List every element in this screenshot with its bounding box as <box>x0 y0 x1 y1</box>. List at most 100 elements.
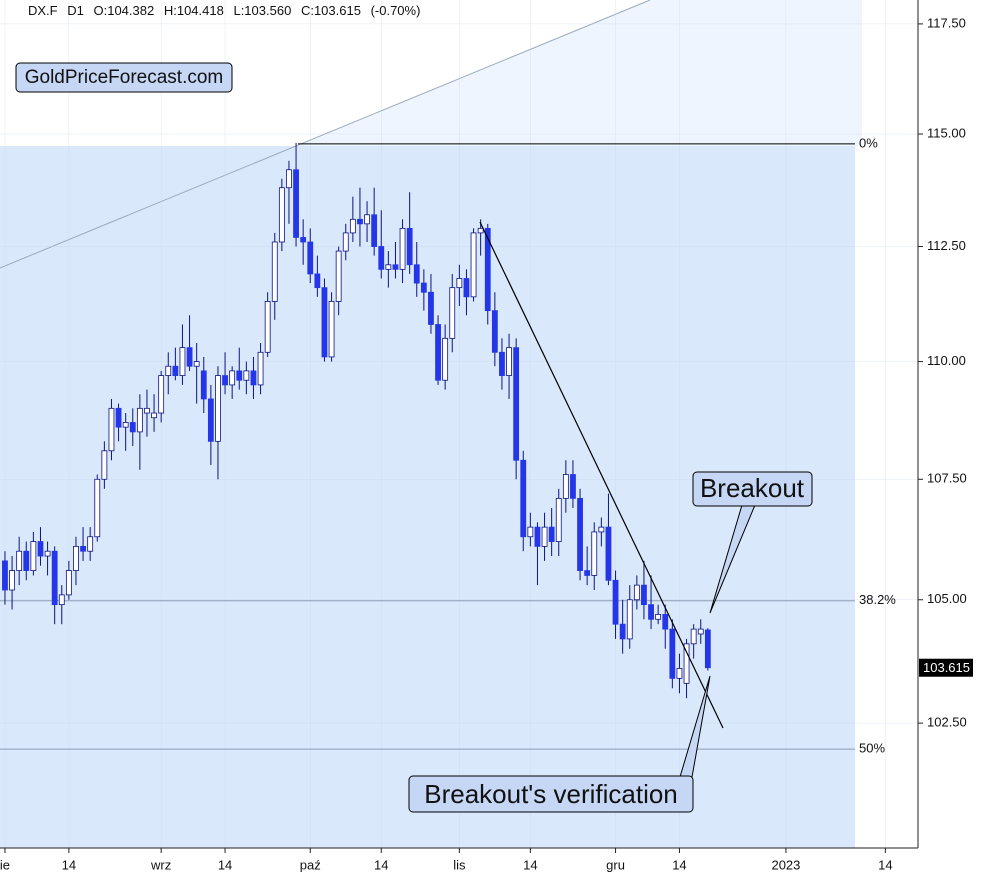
candle-body <box>321 287 328 358</box>
candle-body <box>648 604 654 620</box>
x-tick-label: 2023 <box>771 857 800 872</box>
candle-body <box>144 407 150 414</box>
y-tick-label: 117.50 <box>927 15 966 30</box>
candle-body <box>534 526 541 547</box>
candle-body <box>44 550 51 557</box>
candle-body <box>683 643 690 684</box>
candle-body <box>513 347 520 461</box>
candle-body <box>229 370 236 386</box>
candle-body <box>80 545 86 552</box>
candle-body <box>257 351 264 386</box>
fib-label: 50% <box>859 741 885 756</box>
trend-line <box>479 221 724 729</box>
x-tick-label: 14 <box>878 857 892 872</box>
candle-body <box>101 450 108 480</box>
candle-body <box>314 273 321 289</box>
candle-body <box>555 497 562 542</box>
y-tick-label: 102.50 <box>927 715 967 730</box>
candle-body <box>243 370 250 381</box>
candle-body <box>357 218 363 225</box>
high-text: H:104.418 <box>164 3 224 18</box>
close-text: C:103.615 <box>301 3 361 18</box>
candle-body <box>300 237 307 243</box>
callout-box <box>692 471 813 507</box>
candle-body <box>286 169 292 189</box>
candle-body <box>129 422 136 433</box>
candle-body <box>548 526 555 542</box>
candle-body <box>328 301 335 358</box>
candle-body <box>591 531 598 576</box>
candle-body <box>87 536 94 552</box>
candle-body <box>420 282 427 293</box>
candle-body <box>605 526 612 581</box>
candle-body <box>477 227 484 234</box>
candle-body <box>413 264 420 284</box>
candle-body <box>2 560 8 591</box>
candle-body <box>428 291 434 325</box>
candle-body <box>236 370 243 381</box>
x-tick-label: 14 <box>672 857 686 872</box>
candle-body <box>215 375 221 442</box>
candle-body <box>570 474 576 499</box>
candle-body <box>122 422 129 428</box>
candle-body <box>598 526 605 533</box>
candle-body <box>655 613 662 620</box>
y-tick-label: 115.00 <box>927 125 966 140</box>
candle-body <box>470 232 477 298</box>
candles <box>2 142 711 699</box>
candle-body <box>364 214 370 225</box>
fib-label: 38.2% <box>859 592 896 607</box>
light-zone <box>298 0 862 146</box>
candle-body <box>200 370 207 400</box>
x-tick-label: ie <box>0 857 10 872</box>
timeframe: D1 <box>67 3 84 18</box>
logo: GoldPriceForecast.com <box>25 67 224 88</box>
candle-body <box>491 310 498 353</box>
fib-label: 0% <box>859 135 878 150</box>
candle-body <box>271 241 278 302</box>
candle-body <box>626 599 633 640</box>
candle-body <box>158 375 165 414</box>
candle-body <box>456 278 463 289</box>
candle-body <box>527 526 534 538</box>
candle-body <box>186 347 193 367</box>
low-text: L:103.560 <box>233 3 291 18</box>
y-tick-label: 107.50 <box>927 471 967 486</box>
candle-body <box>307 241 314 275</box>
candle-body <box>697 628 704 635</box>
annotation: Breakout's verification <box>424 779 678 809</box>
candle-body <box>37 541 44 557</box>
candle-body <box>690 628 697 645</box>
x-tick-label: gru <box>606 857 625 872</box>
candle-body <box>669 628 676 679</box>
candle-body <box>499 351 505 376</box>
header: DX.F D1 O:104.382 H:104.418 L:103.560 C:… <box>28 3 420 18</box>
open-text: O:104.382 <box>94 3 155 18</box>
candle-body <box>506 347 512 376</box>
candle-body <box>349 218 356 234</box>
price-tag <box>919 658 973 677</box>
candle-body <box>520 459 527 538</box>
price-tag-label: 103.615 <box>923 660 970 675</box>
candle-body <box>371 214 378 247</box>
candle-body <box>30 541 37 571</box>
candle-body <box>250 370 257 386</box>
candle-body <box>484 227 491 312</box>
y-tick-label: 110.00 <box>927 353 966 368</box>
axes: 102.50 105.00 107.50 110.00 112.50 115.00 117.… <box>0 15 973 872</box>
candle-body <box>165 365 172 376</box>
candle-body <box>293 169 299 238</box>
y-tick-label: 105.00 <box>927 591 967 606</box>
candle-body <box>463 278 470 298</box>
candle-body <box>108 407 115 452</box>
logo-box <box>15 62 233 93</box>
candle-body <box>577 497 583 571</box>
candle-body <box>51 550 58 606</box>
candle-body <box>335 250 342 302</box>
candle-body <box>207 398 214 442</box>
candle-body <box>612 579 619 625</box>
candle-body <box>94 478 101 538</box>
x-tick-label: 14 <box>218 857 232 872</box>
candle-body <box>406 227 413 266</box>
